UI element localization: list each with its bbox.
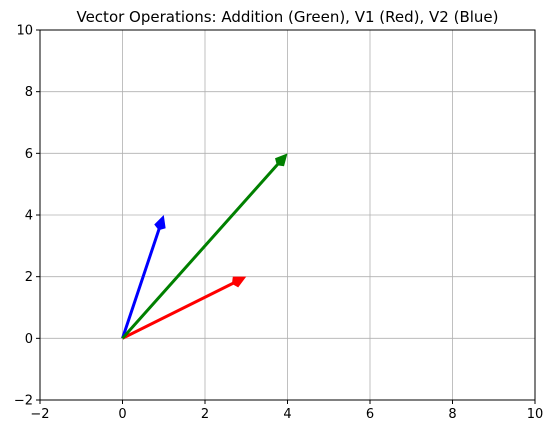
vector-arrow-1 <box>121 215 166 339</box>
x-tick-label: 8 <box>448 407 456 422</box>
x-tick-label: 10 <box>527 407 544 422</box>
vector-arrow-0 <box>121 276 247 340</box>
grid <box>39 29 536 401</box>
x-tick-label: 6 <box>366 407 374 422</box>
y-tick-label: 10 <box>16 24 33 39</box>
vector-arrow-2 <box>121 153 288 340</box>
x-tick-label: 2 <box>201 407 209 422</box>
chart-title: Vector Operations: Addition (Green), V1 … <box>76 8 498 26</box>
y-tick-label: 2 <box>25 270 33 285</box>
x-tick-label: 0 <box>118 407 126 422</box>
y-tick-label: 4 <box>25 209 33 224</box>
x-tick-label: −2 <box>30 407 49 422</box>
x-tick-label: 4 <box>283 407 291 422</box>
y-tick-label: −2 <box>14 394 33 409</box>
y-tick-label: 6 <box>25 147 33 162</box>
ticks: −2 0 2 4 6 8 10 −2 0 2 4 6 8 10 <box>14 24 543 423</box>
y-tick-label: 0 <box>25 332 33 347</box>
y-tick-label: 8 <box>25 85 33 100</box>
vectors <box>121 153 288 340</box>
